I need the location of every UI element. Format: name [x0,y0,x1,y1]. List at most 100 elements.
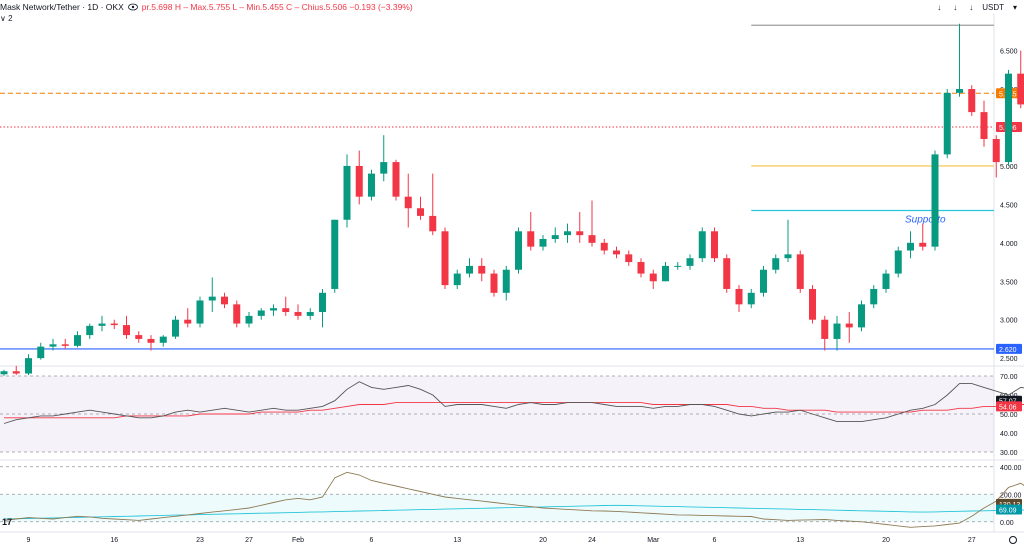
candle-body [821,319,829,339]
candle [294,304,302,320]
candle [478,258,486,282]
candle [662,262,669,282]
symbol-title[interactable]: Mask Network/Tether · 1D · OKX [0,2,124,12]
candle-body [453,273,461,286]
candle-body [870,288,878,305]
candle-body [833,323,841,339]
candle [208,277,216,313]
candle [649,269,657,289]
candle-body [588,235,596,243]
candle [98,315,106,332]
x-tick-label: 27 [245,537,253,544]
candle-body [233,304,241,324]
osc-tick-label: 200.00 [1000,492,1022,499]
candle-body [478,265,486,274]
x-tick-label: 24 [588,537,596,544]
candle [968,85,976,116]
candle [527,212,535,251]
candle [37,342,45,360]
candle-body [686,258,694,266]
ohlc-readout: pr.5.698 H – Max.5.755 L – Min.5.455 C –… [141,2,413,12]
candle [772,254,780,274]
candle [637,258,645,278]
candle-body [257,310,265,316]
candle-body [319,292,326,313]
indicator-toggle[interactable]: ∨ 2 [0,14,13,23]
candle-body [784,254,792,259]
y-tick-label: 2.500 [1000,356,1018,363]
candle-body [637,262,645,274]
candle [86,323,94,339]
candle [845,312,853,343]
x-tick-label: 6 [370,537,374,544]
candle [12,365,20,376]
candle-body [772,258,780,270]
candle [943,89,951,159]
rsi-band [0,376,994,452]
candle-body [931,154,939,247]
price-label: 2.620 [999,347,1017,354]
candle-body [625,254,633,263]
gear-icon[interactable] [1009,536,1017,544]
candle-body [135,335,143,339]
candle [931,150,939,251]
candle [172,315,179,339]
candle-body [368,173,375,197]
candle [123,315,130,339]
candle-body [796,254,804,289]
candle-body [992,139,1000,163]
candle-body [123,325,130,336]
candle [135,331,143,343]
candle [907,231,914,259]
arrow-down-icon[interactable]: ↓ [953,2,958,12]
osc-value-box [996,504,1022,515]
candle-body [74,335,81,346]
rsi-value-box [996,401,1022,412]
candle-body [441,231,449,286]
y-tick-label: 3.000 [1000,318,1018,325]
y-tick-label: 6.500 [1000,49,1018,56]
tradingview-logo: 17 [2,517,12,527]
candle [343,154,351,228]
x-tick-label: 13 [453,537,461,544]
candle-body [61,344,69,346]
candle-body [98,323,106,326]
candle-body [404,196,412,209]
osc-tick-label: 400.00 [1000,465,1022,472]
candle-body [662,265,669,282]
candle [588,200,596,247]
candle-body [196,300,204,324]
rsi-tick-label: 30.00 [1000,450,1018,457]
osc-value-label: 69.09 [999,508,1017,515]
candle-body [711,231,718,259]
candle-body [355,165,363,197]
candle-body [956,89,963,93]
candle-body [49,344,57,347]
candle [1017,50,1024,109]
rsi-tick-label: 70.00 [1000,374,1018,381]
candle [711,227,718,263]
candle [368,169,375,201]
candle-body [466,265,473,274]
candle-body [894,250,902,274]
y-tick-label: 4.000 [1000,241,1018,248]
candle-body [613,250,620,255]
chevron-down-icon[interactable]: ▾ [1012,2,1017,12]
candle-body [943,92,951,155]
arrow-down-icon[interactable]: ↓ [969,2,974,12]
arrow-down-icon[interactable]: ↓ [937,2,942,12]
annotation-supporto: Supporto [905,215,946,226]
rsi-line [3,381,1024,424]
x-tick-label: 6 [713,537,717,544]
candle [184,308,192,328]
candle-body [343,165,351,220]
currency-label: USDT [982,2,1004,12]
candle [625,250,633,266]
candle-body [147,338,155,343]
candle-body [858,304,865,328]
candle [49,338,57,351]
x-tick-label: 16 [110,537,118,544]
candle [747,288,755,309]
eye-icon[interactable] [127,2,138,12]
candle-body [502,269,510,293]
